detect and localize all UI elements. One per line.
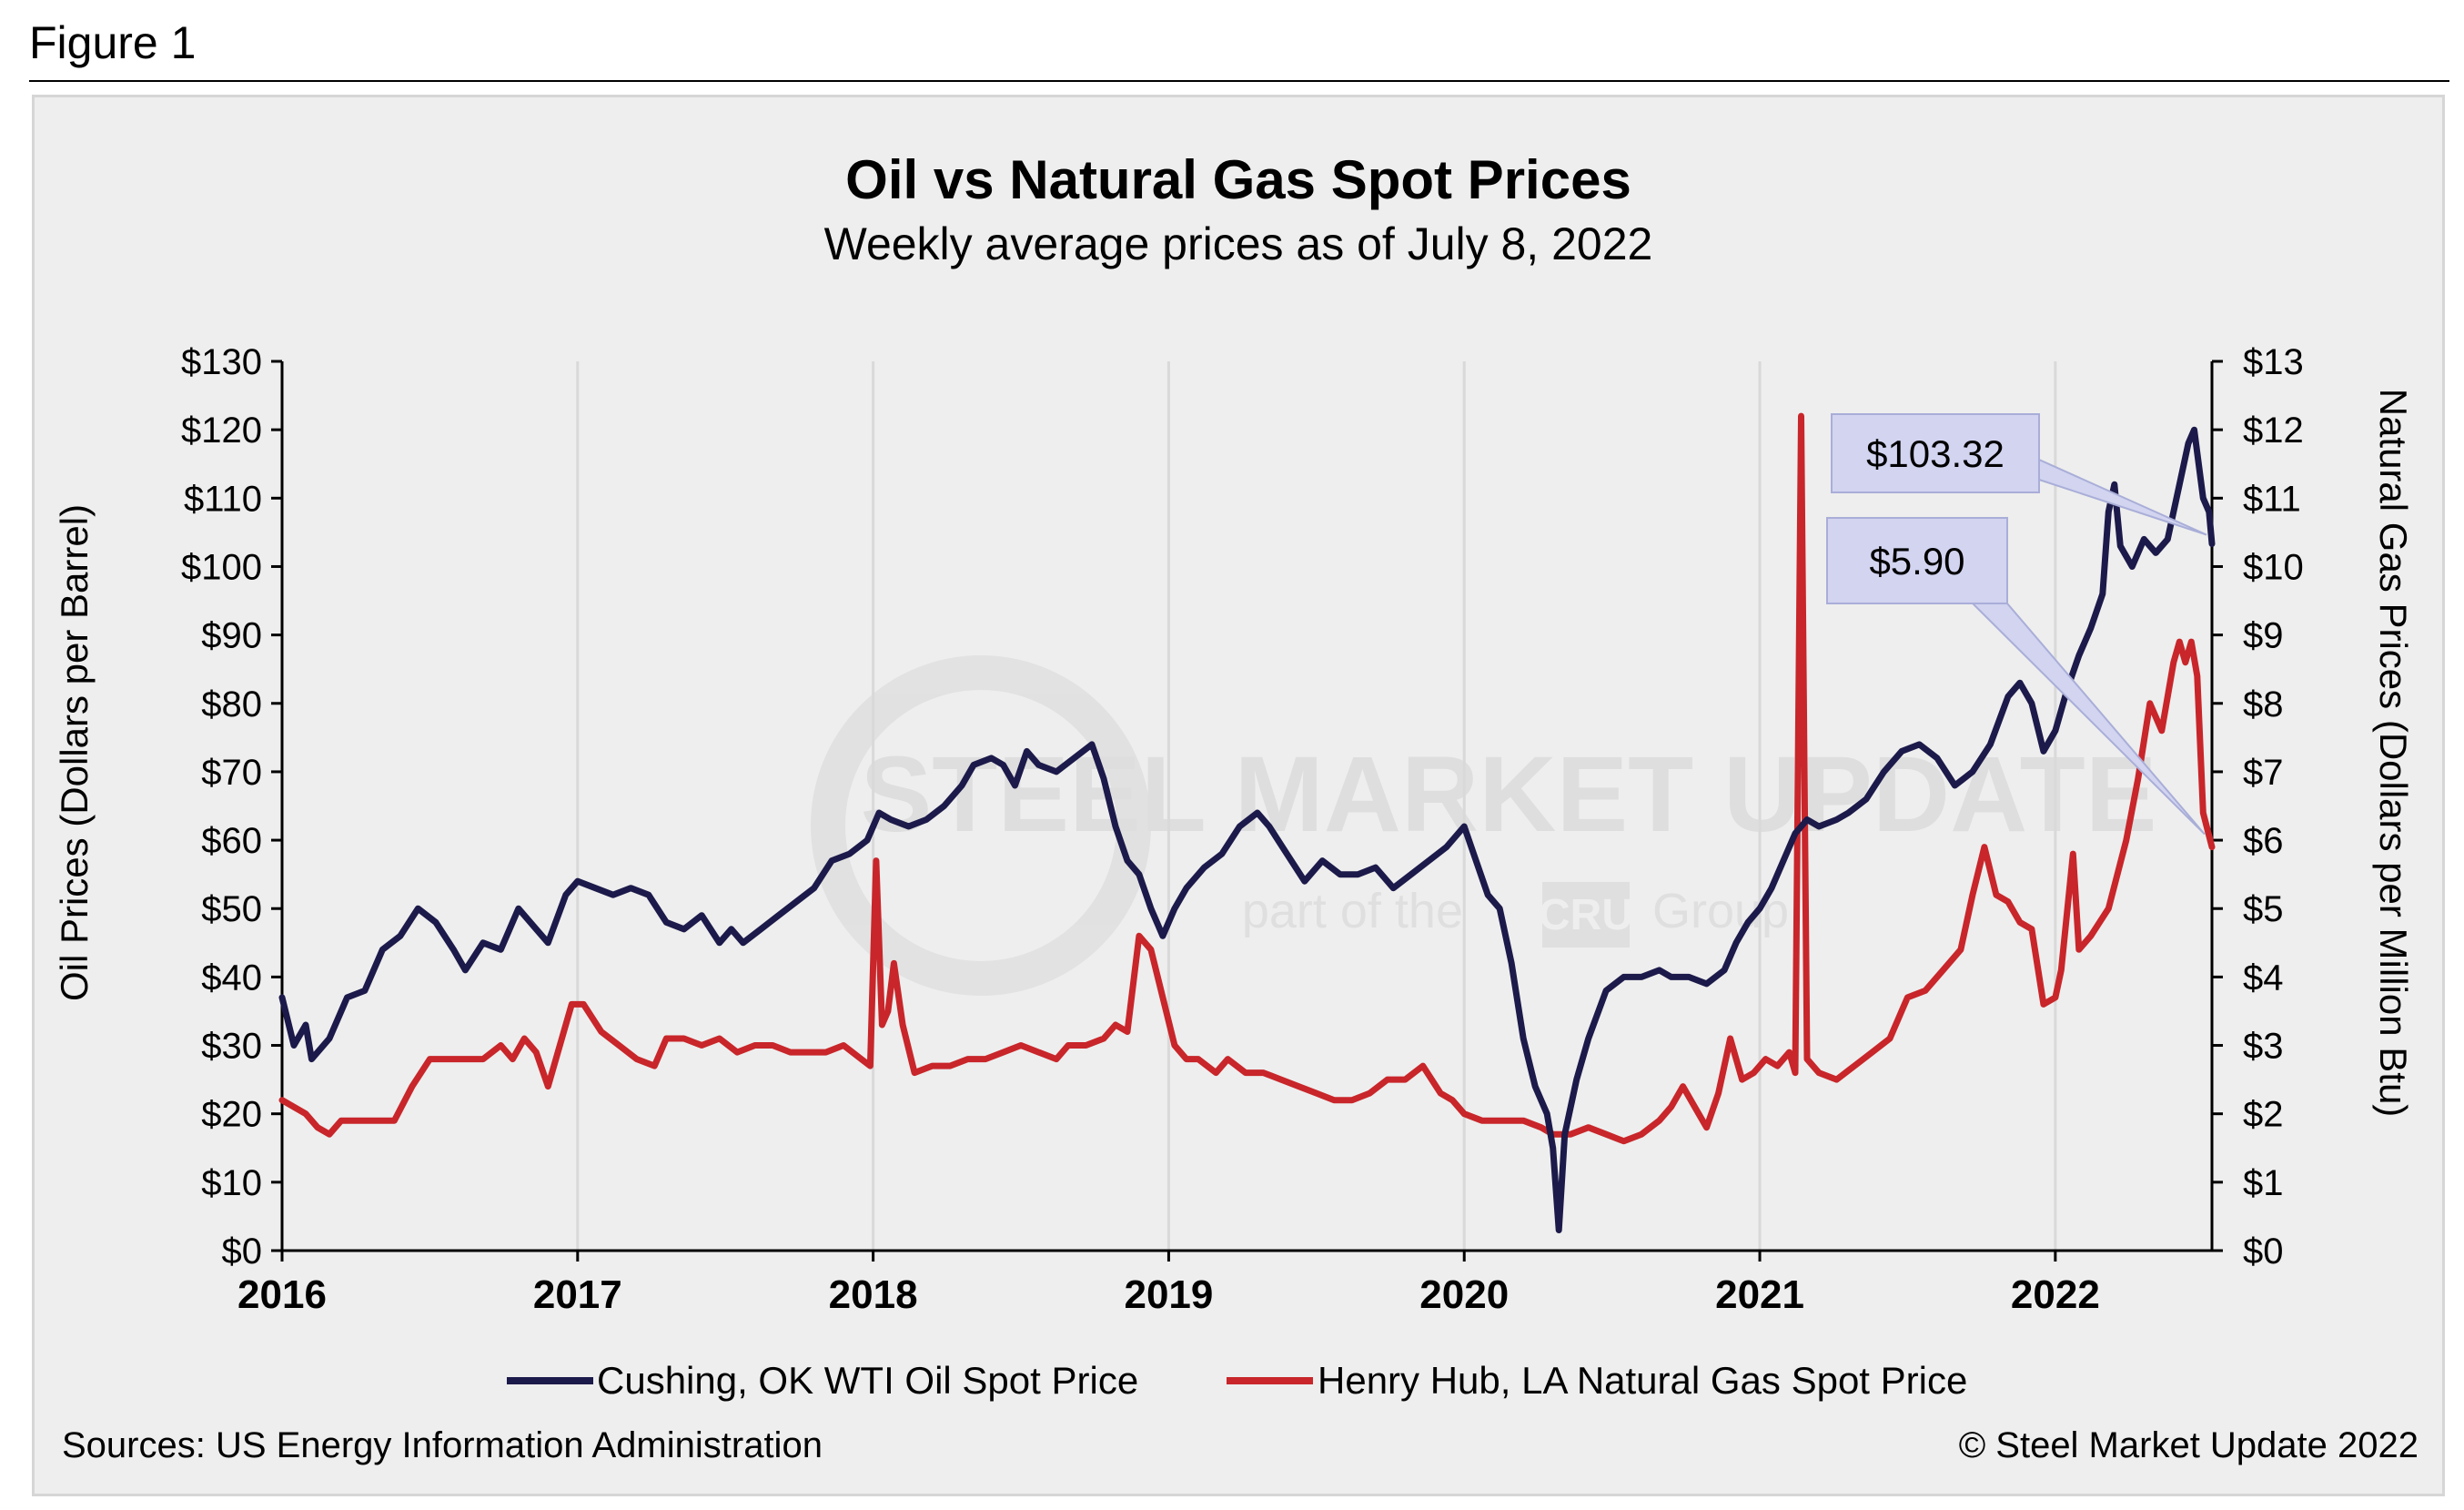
x-tick-label-2018: 2018	[829, 1272, 918, 1317]
y-right-tick-label: $0	[2243, 1231, 2284, 1272]
grid	[576, 361, 2057, 1251]
chart-svg: STEEL MARKET UPDATE part of the CRU Grou…	[53, 149, 2419, 1465]
legend-label-oil: Cushing, OK WTI Oil Spot Price	[597, 1359, 1138, 1402]
y-right-tick-label: $1	[2243, 1163, 2284, 1203]
x-tick-label-2022: 2022	[2011, 1272, 2100, 1317]
y-left-tick-label: $80	[201, 684, 262, 725]
y-right-tick-label: $6	[2243, 821, 2284, 861]
watermark-sub-left: part of the	[1242, 884, 1463, 938]
y-right-tick-label: $7	[2243, 753, 2284, 793]
x-tick-label-2020: 2020	[1419, 1272, 1509, 1317]
series-layer	[278, 412, 2216, 1233]
callout-gas-box	[1826, 517, 2008, 604]
y-left-tick-label: $130	[181, 342, 262, 382]
watermark-title: STEEL MARKET UPDATE	[861, 735, 2157, 855]
y-left-tick-label: $30	[201, 1027, 262, 1067]
y-right-tick-label: $8	[2243, 684, 2284, 725]
watermark-logo-ring	[811, 655, 1151, 996]
x-tick-label-2016: 2016	[237, 1272, 327, 1317]
y-right-tick-label: $12	[2243, 410, 2304, 451]
watermark-sub-box: CRU	[1539, 891, 1633, 939]
legend: Cushing, OK WTI Oil Spot Price Henry Hub…	[507, 1359, 1967, 1402]
watermark: STEEL MARKET UPDATE part of the CRU Grou…	[811, 655, 2157, 996]
y-left-tick-label: $70	[201, 753, 262, 793]
callout-oil: $103.32	[1831, 413, 2207, 536]
footer-copyright: © Steel Market Update 2022	[1959, 1425, 2419, 1465]
callout-oil-box	[1831, 413, 2040, 493]
series-line-gas	[278, 412, 2216, 1145]
chart-panel: STEEL MARKET UPDATE part of the CRU Grou…	[32, 95, 2445, 1496]
footer-source: Sources: US Energy Information Administr…	[62, 1425, 823, 1465]
legend-label-gas: Henry Hub, LA Natural Gas Spot Price	[1318, 1359, 1967, 1402]
y-left-tick-label: $10	[201, 1163, 262, 1203]
figure-divider	[29, 80, 2449, 82]
y-left-tick-label: $100	[181, 547, 262, 587]
y-right-tick-label: $5	[2243, 889, 2284, 929]
callout-gas: $5.90	[1826, 517, 2206, 836]
figure-label: Figure 1	[29, 17, 197, 68]
y-right-tick-label: $2	[2243, 1095, 2284, 1135]
y-left-tick-label: $40	[201, 958, 262, 998]
chart-title: Oil vs Natural Gas Spot Prices	[845, 149, 1631, 210]
watermark-badge	[1542, 882, 1630, 948]
y-left-tick-label: $110	[184, 479, 262, 519]
x-ticks: 2016 2017 2018 2019 2020 2021 2022	[237, 1251, 2100, 1317]
y-axis-left-label: Oil Prices (Dollars per Barrel)	[53, 504, 96, 1001]
y-axis-right-label: Natural Gas Prices (Dollars per Million …	[2372, 389, 2415, 1118]
y-left-tick-label: $0	[222, 1231, 263, 1272]
y-right-tick-label: $9	[2243, 616, 2284, 656]
y-ticks-right: $0 $1 $2 $3 $4 $5 $6 $7 $8 $9 $10 $11 $12 $13	[2212, 342, 2304, 1272]
chart-subtitle: Weekly average prices as of July 8, 2022	[824, 218, 1653, 269]
y-left-tick-label: $90	[201, 616, 262, 656]
callout-gas-label: $5.90	[1869, 540, 1964, 583]
y-right-tick-label: $13	[2243, 342, 2304, 382]
y-left-tick-label: $20	[201, 1095, 262, 1135]
y-right-tick-label: $4	[2243, 958, 2284, 998]
x-tick-label-2019: 2019	[1124, 1272, 1213, 1317]
y-right-tick-label: $10	[2243, 547, 2304, 587]
y-ticks-left: $0 $10 $20 $30 $40 $50 $60 $70 $80 $90 $100 $110 $12…	[181, 342, 282, 1272]
y-left-tick-label: $120	[181, 410, 262, 451]
y-right-tick-label: $11	[2243, 479, 2301, 519]
y-left-tick-label: $50	[201, 889, 262, 929]
y-right-tick-label: $3	[2243, 1027, 2284, 1067]
x-tick-label-2021: 2021	[1715, 1272, 1804, 1317]
callout-oil-label: $103.32	[1866, 432, 2005, 475]
x-tick-label-2017: 2017	[533, 1272, 622, 1317]
y-left-tick-label: $60	[201, 821, 262, 861]
series-line-oil	[278, 426, 2216, 1233]
